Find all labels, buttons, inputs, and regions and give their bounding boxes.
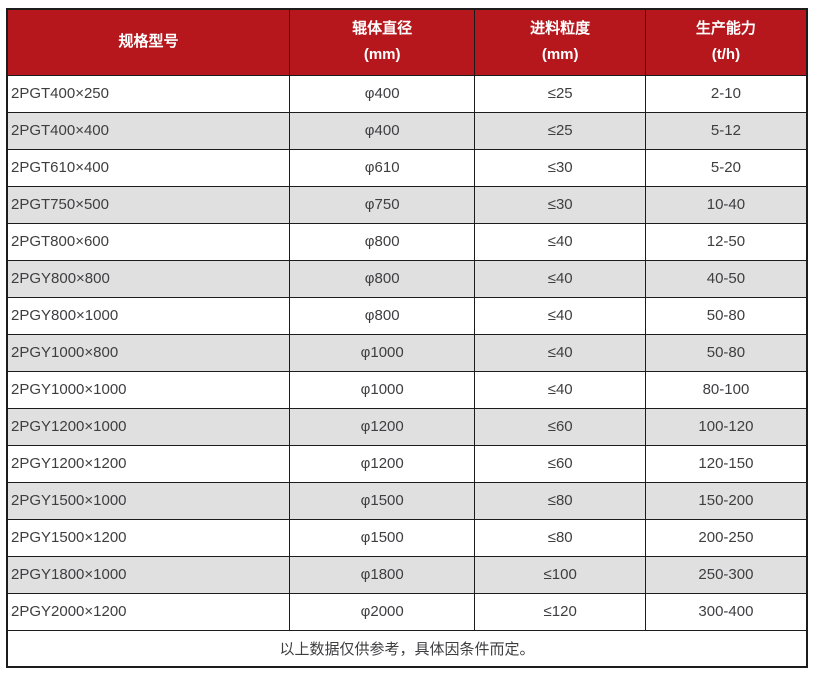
model-cell: 2PGY1200×1200 — [6, 444, 290, 483]
feed-size-cell: ≤60 — [474, 444, 646, 483]
capacity-cell: 80-100 — [644, 370, 808, 409]
table-row: 2PGT400×400 φ400 ≤25 5-12 — [6, 111, 808, 150]
feed-size-cell: ≤40 — [474, 333, 646, 372]
table-row: 2PGT400×250 φ400 ≤25 2-10 — [6, 74, 808, 113]
model-cell: 2PGY2000×1200 — [6, 592, 290, 631]
model-cell: 2PGT400×400 — [6, 111, 290, 150]
table-row: 2PGY1000×800 φ1000 ≤40 50-80 — [6, 333, 808, 372]
header-label: 辊体直径 — [352, 20, 413, 38]
model-cell: 2PGY800×800 — [6, 259, 290, 298]
diameter-cell: φ1500 — [288, 481, 476, 520]
header-unit: (mm) — [363, 46, 401, 64]
capacity-cell: 5-12 — [644, 111, 808, 150]
feed-size-cell: ≤120 — [474, 592, 646, 631]
header-unit: (mm) — [541, 46, 579, 64]
capacity-cell: 10-40 — [644, 185, 808, 224]
feed-size-cell: ≤25 — [474, 74, 646, 113]
diameter-cell: φ400 — [288, 74, 476, 113]
table-row: 2PGT610×400 φ610 ≤30 5-20 — [6, 148, 808, 187]
table-header: 规格型号 辊体直径 (mm) 进料粒度 (mm) 生产能力 (t/h) — [6, 8, 808, 76]
column-header-capacity: 生产能力 (t/h) — [644, 8, 808, 76]
model-cell: 2PGT750×500 — [6, 185, 290, 224]
table-row: 2PGY800×1000 φ800 ≤40 50-80 — [6, 296, 808, 335]
feed-size-cell: ≤40 — [474, 370, 646, 409]
feed-size-cell: ≤30 — [474, 148, 646, 187]
model-cell: 2PGY1800×1000 — [6, 555, 290, 594]
model-cell: 2PGY800×1000 — [6, 296, 290, 335]
capacity-cell: 250-300 — [644, 555, 808, 594]
feed-size-cell: ≤80 — [474, 481, 646, 520]
capacity-cell: 12-50 — [644, 222, 808, 261]
model-cell: 2PGY1000×800 — [6, 333, 290, 372]
model-cell: 2PGT800×600 — [6, 222, 290, 261]
diameter-cell: φ1500 — [288, 518, 476, 557]
table-row: 2PGY1200×1200 φ1200 ≤60 120-150 — [6, 444, 808, 483]
model-cell: 2PGY1500×1200 — [6, 518, 290, 557]
table-row: 2PGY1800×1000 φ1800 ≤100 250-300 — [6, 555, 808, 594]
model-cell: 2PGT610×400 — [6, 148, 290, 187]
diameter-cell: φ1200 — [288, 407, 476, 446]
capacity-cell: 50-80 — [644, 333, 808, 372]
model-cell: 2PGT400×250 — [6, 74, 290, 113]
feed-size-cell: ≤25 — [474, 111, 646, 150]
capacity-cell: 50-80 — [644, 296, 808, 335]
table-row: 2PGY1500×1000 φ1500 ≤80 150-200 — [6, 481, 808, 520]
model-cell: 2PGY1200×1000 — [6, 407, 290, 446]
diameter-cell: φ800 — [288, 222, 476, 261]
diameter-cell: φ750 — [288, 185, 476, 224]
table-footer: 以上数据仅供参考，具体因条件而定。 — [6, 629, 808, 668]
table-row: 2PGT800×600 φ800 ≤40 12-50 — [6, 222, 808, 261]
header-unit: (t/h) — [711, 46, 741, 64]
header-label: 进料粒度 — [530, 20, 591, 38]
feed-size-cell: ≤30 — [474, 185, 646, 224]
feed-size-cell: ≤80 — [474, 518, 646, 557]
table-body: 2PGT400×250 φ400 ≤25 2-10 2PGT400×400 φ400 ≤25… — [6, 74, 808, 631]
capacity-cell: 120-150 — [644, 444, 808, 483]
feed-size-cell: ≤60 — [474, 407, 646, 446]
header-row: 规格型号 辊体直径 (mm) 进料粒度 (mm) 生产能力 (t/h) — [6, 8, 808, 76]
footnote-text: 以上数据仅供参考，具体因条件而定。 — [6, 629, 808, 668]
table-row: 2PGT750×500 φ750 ≤30 10-40 — [6, 185, 808, 224]
capacity-cell: 40-50 — [644, 259, 808, 298]
feed-size-cell: ≤100 — [474, 555, 646, 594]
spec-table: 规格型号 辊体直径 (mm) 进料粒度 (mm) 生产能力 (t/h) 2PGT400×25… — [6, 8, 808, 668]
feed-size-cell: ≤40 — [474, 259, 646, 298]
model-cell: 2PGY1500×1000 — [6, 481, 290, 520]
diameter-cell: φ800 — [288, 259, 476, 298]
capacity-cell: 5-20 — [644, 148, 808, 187]
table-row: 2PGY800×800 φ800 ≤40 40-50 — [6, 259, 808, 298]
diameter-cell: φ610 — [288, 148, 476, 187]
diameter-cell: φ800 — [288, 296, 476, 335]
footnote-row: 以上数据仅供参考，具体因条件而定。 — [6, 629, 808, 668]
capacity-cell: 200-250 — [644, 518, 808, 557]
table-row: 2PGY1000×1000 φ1000 ≤40 80-100 — [6, 370, 808, 409]
diameter-cell: φ1200 — [288, 444, 476, 483]
feed-size-cell: ≤40 — [474, 222, 646, 261]
column-header-feed-size: 进料粒度 (mm) — [474, 8, 646, 76]
header-label: 规格型号 — [118, 33, 179, 51]
capacity-cell: 2-10 — [644, 74, 808, 113]
model-cell: 2PGY1000×1000 — [6, 370, 290, 409]
column-header-model: 规格型号 — [6, 8, 290, 76]
diameter-cell: φ2000 — [288, 592, 476, 631]
capacity-cell: 150-200 — [644, 481, 808, 520]
table-row: 2PGY1500×1200 φ1500 ≤80 200-250 — [6, 518, 808, 557]
diameter-cell: φ1000 — [288, 333, 476, 372]
diameter-cell: φ400 — [288, 111, 476, 150]
table-row: 2PGY2000×1200 φ2000 ≤120 300-400 — [6, 592, 808, 631]
capacity-cell: 300-400 — [644, 592, 808, 631]
capacity-cell: 100-120 — [644, 407, 808, 446]
diameter-cell: φ1000 — [288, 370, 476, 409]
diameter-cell: φ1800 — [288, 555, 476, 594]
feed-size-cell: ≤40 — [474, 296, 646, 335]
header-label: 生产能力 — [695, 20, 756, 38]
table-row: 2PGY1200×1000 φ1200 ≤60 100-120 — [6, 407, 808, 446]
column-header-roller-diameter: 辊体直径 (mm) — [288, 8, 476, 76]
